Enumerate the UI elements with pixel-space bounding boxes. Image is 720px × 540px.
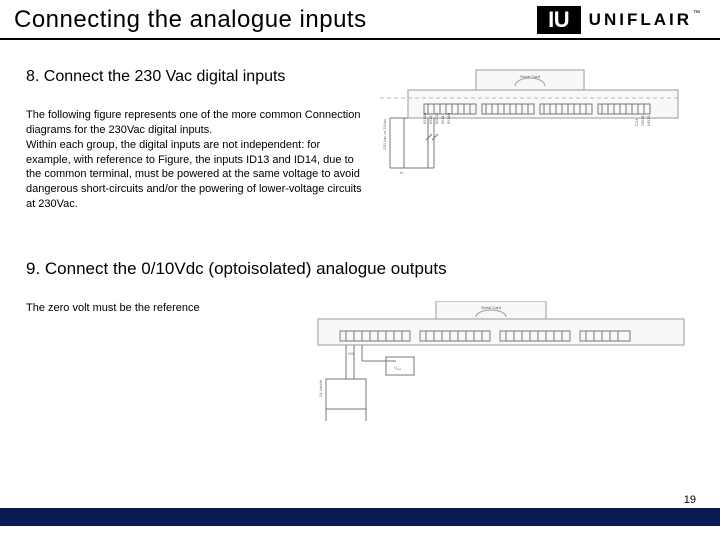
svg-text:NO13: NO13: [646, 115, 651, 126]
brand-text: UNIFLAIR: [589, 10, 692, 29]
svg-text:ID13: ID13: [428, 115, 433, 124]
section-8-paragraph: The following figure represents one of t…: [26, 108, 366, 212]
section-9-heading: 9. Connect the 0/10Vdc (optoisolated) an…: [26, 259, 700, 279]
fig2-card-label: Serial Card: [481, 305, 501, 310]
fig1-side-ref: N: [400, 170, 403, 175]
wiring-diagram-1-icon: Serial Card: [380, 68, 680, 208]
page-number: 19: [684, 494, 696, 506]
content-area: 8. Connect the 230 Vac digital inputs Th…: [0, 68, 720, 426]
section-8: 8. Connect the 230 Vac digital inputs Th…: [26, 68, 700, 213]
brand-glyph: IU: [548, 9, 569, 31]
section-9: 9. Connect the 0/10Vdc (optoisolated) an…: [26, 259, 700, 426]
svg-text:Vout: Vout: [394, 365, 401, 371]
svg-text:ID13H: ID13H: [422, 113, 427, 124]
svg-text:ID14H: ID14H: [446, 113, 451, 124]
section-9-figure: Serial Card: [286, 301, 700, 426]
svg-text:IDC12: IDC12: [434, 112, 439, 124]
brand-text-wrap: UNIFLAIR™: [589, 10, 700, 30]
brand-trademark: ™: [693, 10, 700, 17]
section-8-figure: Serial Card: [380, 68, 700, 213]
fig2-module-label: 24 Vac/dc: [318, 380, 323, 398]
brand-mark-icon: IU: [537, 6, 581, 34]
page-title: Connecting the analogue inputs: [14, 6, 367, 34]
footer-band: [0, 508, 720, 526]
svg-text:ID14: ID14: [440, 115, 445, 124]
title-divider: [0, 38, 720, 40]
slide-page: Connecting the analogue inputs IU UNIFLA…: [0, 0, 720, 540]
section-9-body: The zero volt must be the reference Seri…: [26, 301, 700, 426]
svg-text:VO: VO: [348, 351, 354, 356]
svg-text:C14: C14: [634, 118, 639, 126]
section-9-text: The zero volt must be the reference: [26, 301, 266, 426]
section-8-text: 8. Connect the 230 Vac digital inputs Th…: [26, 68, 366, 213]
wiring-diagram-2-icon: Serial Card: [286, 301, 686, 421]
brand-logo: IU UNIFLAIR™: [537, 6, 700, 34]
section-8-heading: 8. Connect the 230 Vac digital inputs: [26, 68, 366, 86]
svg-text:NO14: NO14: [640, 115, 645, 126]
section-9-paragraph: The zero volt must be the reference: [26, 301, 266, 316]
fig1-side-label: 230 Vac or 24Vac: [382, 119, 387, 150]
title-bar: Connecting the analogue inputs IU UNIFLA…: [0, 0, 720, 38]
